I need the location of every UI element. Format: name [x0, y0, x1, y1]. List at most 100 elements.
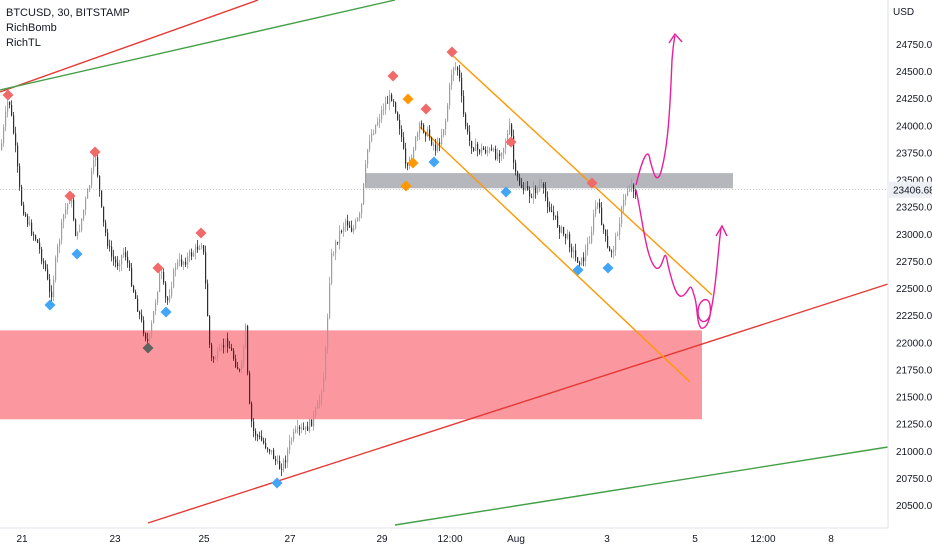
candle-body	[483, 147, 485, 150]
bullish-projection-arrowhead[interactable]	[668, 32, 683, 44]
candle-body	[499, 153, 501, 157]
signal-marker-red[interactable]	[195, 227, 207, 239]
candle-body	[455, 67, 457, 69]
signal-marker-orange[interactable]	[407, 157, 419, 169]
candle-body	[457, 67, 459, 70]
candle-body	[65, 209, 67, 215]
price-tick-label: 21750.00	[896, 365, 932, 376]
candles[interactable]	[1, 61, 637, 477]
candle-body	[439, 142, 441, 145]
candle-body	[133, 286, 135, 292]
price-tick-label: 23250.00	[896, 203, 932, 214]
candle-body	[165, 282, 167, 298]
candle-body	[349, 225, 351, 228]
candle-body	[117, 262, 119, 266]
candle-body	[5, 112, 7, 128]
signal-marker-blue[interactable]	[428, 156, 440, 168]
current-price-tag[interactable]	[889, 181, 932, 198]
candle-body	[167, 297, 169, 301]
upper-red-trendline[interactable]	[0, 0, 259, 93]
candle-body	[353, 227, 355, 232]
channel-upper-line[interactable]	[451, 54, 713, 296]
resistance-zone[interactable]	[365, 173, 733, 189]
time-axis[interactable]: 21 23 25 27 29 12:00 Aug 3 5 12:00 8	[0, 527, 888, 545]
candle-body	[343, 226, 345, 232]
candle-body	[151, 323, 153, 335]
candle-body	[621, 207, 623, 224]
candle-body	[143, 320, 145, 334]
signal-marker-red[interactable]	[64, 190, 76, 202]
candle-body	[141, 314, 143, 321]
candle-body	[355, 220, 357, 228]
bullish-projection-path[interactable]	[635, 35, 676, 186]
signal-marker-red[interactable]	[420, 103, 432, 115]
candle-body	[505, 143, 507, 148]
candle-body	[331, 253, 333, 284]
signal-marker-orange[interactable]	[400, 180, 412, 192]
signal-marker-red[interactable]	[586, 177, 598, 189]
candle-body	[103, 206, 105, 223]
indicator-richbomb-label[interactable]: RichBomb	[6, 22, 57, 34]
candle-body	[91, 171, 93, 186]
bearish-then-bounce-projection-path[interactable]	[635, 189, 722, 329]
channel-lower-line[interactable]	[419, 126, 691, 383]
candle-body	[201, 245, 203, 248]
candle-body	[51, 291, 53, 298]
candle-body	[313, 414, 315, 427]
candle-body	[61, 221, 63, 241]
signal-marker-blue[interactable]	[44, 299, 56, 311]
signal-marker-red[interactable]	[152, 262, 164, 274]
candle-body	[303, 428, 305, 430]
candle-body	[195, 246, 197, 254]
bounce-projection-arrowhead[interactable]	[715, 224, 728, 237]
candle-body	[205, 252, 207, 284]
price-tick-label: 23500.00	[896, 176, 932, 187]
candle-body	[179, 259, 181, 262]
candle-body	[357, 218, 359, 221]
candle-body	[89, 185, 91, 190]
candle-body	[231, 348, 233, 351]
lower-green-trendline[interactable]	[394, 446, 889, 526]
signal-marker-red[interactable]	[505, 136, 517, 148]
signal-marker-red[interactable]	[89, 146, 101, 158]
candle-body	[137, 298, 139, 312]
symbol-label[interactable]: BTCUSD, 30, BITSTAMP	[6, 7, 130, 19]
signal-marker-red[interactable]	[446, 46, 458, 58]
candle-body	[79, 230, 81, 232]
signal-marker-red[interactable]	[2, 89, 14, 101]
candle-body	[443, 129, 445, 136]
candle-body	[535, 188, 537, 194]
lower-red-trendline[interactable]	[147, 283, 889, 524]
candle-body	[213, 357, 215, 359]
signal-marker-blue[interactable]	[572, 264, 584, 276]
signal-marker-blue[interactable]	[602, 262, 614, 274]
candle-body	[177, 261, 179, 268]
candle-body	[609, 247, 611, 252]
indicator-richtl-label[interactable]: RichTL	[6, 37, 41, 49]
candle-body	[337, 241, 339, 243]
candle-body	[435, 144, 437, 151]
candle-body	[97, 157, 99, 176]
candle-body	[225, 338, 227, 348]
candle-body	[191, 252, 193, 257]
candle-body	[447, 104, 449, 121]
demand-zone[interactable]	[0, 330, 702, 420]
candle-body	[283, 460, 285, 470]
signal-marker-gray[interactable]	[142, 342, 154, 354]
price-axis[interactable]: USD 24750.00 24500.00 24250.00 24000.00 23750…	[887, 0, 932, 528]
candle-body	[605, 229, 607, 237]
signal-marker-blue[interactable]	[160, 306, 172, 318]
signal-marker-red[interactable]	[387, 70, 399, 82]
candle-body	[67, 203, 69, 210]
signal-marker-blue[interactable]	[500, 186, 512, 198]
candle-body	[99, 175, 101, 191]
upper-green-trendline[interactable]	[0, 0, 396, 91]
candle-body	[147, 338, 149, 342]
candle-body	[391, 94, 393, 102]
candle-body	[1, 143, 3, 150]
signal-marker-blue[interactable]	[71, 248, 83, 260]
signal-marker-blue[interactable]	[271, 477, 283, 489]
signal-marker-orange[interactable]	[402, 93, 414, 105]
time-tick-label: 12:00	[750, 534, 775, 545]
